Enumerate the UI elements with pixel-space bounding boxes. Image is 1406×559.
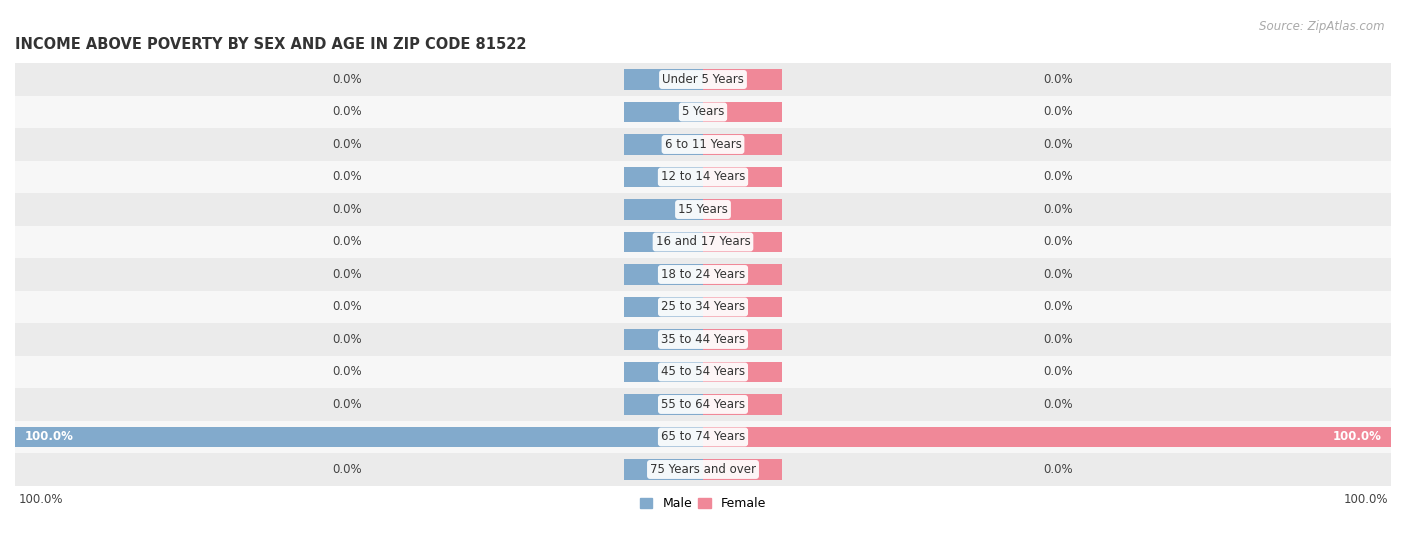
- Bar: [15, 453, 1391, 486]
- Bar: [624, 102, 703, 122]
- Bar: [703, 134, 782, 155]
- Text: 0.0%: 0.0%: [333, 366, 363, 378]
- Bar: [624, 167, 703, 187]
- Text: 55 to 64 Years: 55 to 64 Years: [661, 398, 745, 411]
- Text: 0.0%: 0.0%: [1043, 73, 1073, 86]
- Text: 0.0%: 0.0%: [333, 301, 363, 314]
- Bar: [703, 395, 782, 415]
- Text: 0.0%: 0.0%: [333, 463, 363, 476]
- Bar: [15, 356, 1391, 388]
- Bar: [624, 362, 703, 382]
- Bar: [624, 264, 703, 285]
- Bar: [15, 96, 1391, 128]
- Text: 0.0%: 0.0%: [333, 73, 363, 86]
- Text: 5 Years: 5 Years: [682, 106, 724, 119]
- Text: 0.0%: 0.0%: [1043, 398, 1073, 411]
- Text: 0.0%: 0.0%: [333, 268, 363, 281]
- Text: 0.0%: 0.0%: [333, 235, 363, 249]
- Bar: [703, 297, 782, 317]
- Text: 45 to 54 Years: 45 to 54 Years: [661, 366, 745, 378]
- Bar: [15, 226, 1391, 258]
- Text: 0.0%: 0.0%: [333, 333, 363, 346]
- Text: 0.0%: 0.0%: [1043, 463, 1073, 476]
- Text: 6 to 11 Years: 6 to 11 Years: [665, 138, 741, 151]
- Text: 100.0%: 100.0%: [1343, 493, 1388, 506]
- Text: 0.0%: 0.0%: [1043, 203, 1073, 216]
- Bar: [624, 395, 703, 415]
- Bar: [624, 329, 703, 349]
- Text: 16 and 17 Years: 16 and 17 Years: [655, 235, 751, 249]
- Legend: Male, Female: Male, Female: [636, 492, 770, 515]
- Bar: [15, 258, 1391, 291]
- Text: 35 to 44 Years: 35 to 44 Years: [661, 333, 745, 346]
- Text: 65 to 74 Years: 65 to 74 Years: [661, 430, 745, 443]
- Text: 100.0%: 100.0%: [1333, 430, 1381, 443]
- Bar: [15, 323, 1391, 356]
- Bar: [703, 362, 782, 382]
- Text: 18 to 24 Years: 18 to 24 Years: [661, 268, 745, 281]
- Text: INCOME ABOVE POVERTY BY SEX AND AGE IN ZIP CODE 81522: INCOME ABOVE POVERTY BY SEX AND AGE IN Z…: [15, 37, 526, 53]
- Bar: [624, 134, 703, 155]
- Bar: [15, 128, 1391, 161]
- Bar: [624, 232, 703, 252]
- Text: 0.0%: 0.0%: [333, 398, 363, 411]
- Text: 0.0%: 0.0%: [1043, 106, 1073, 119]
- Text: Source: ZipAtlas.com: Source: ZipAtlas.com: [1260, 20, 1385, 32]
- Text: 0.0%: 0.0%: [1043, 268, 1073, 281]
- Bar: [703, 69, 782, 89]
- Text: 0.0%: 0.0%: [1043, 301, 1073, 314]
- Bar: [15, 161, 1391, 193]
- Text: 0.0%: 0.0%: [1043, 366, 1073, 378]
- Bar: [624, 200, 703, 220]
- Text: 0.0%: 0.0%: [1043, 170, 1073, 183]
- Text: 0.0%: 0.0%: [1043, 235, 1073, 249]
- Bar: [703, 167, 782, 187]
- Bar: [15, 63, 1391, 96]
- Bar: [703, 329, 782, 349]
- Text: 0.0%: 0.0%: [333, 170, 363, 183]
- Bar: [703, 102, 782, 122]
- Text: 0.0%: 0.0%: [1043, 138, 1073, 151]
- Text: 0.0%: 0.0%: [333, 203, 363, 216]
- Bar: [624, 69, 703, 89]
- Text: 15 Years: 15 Years: [678, 203, 728, 216]
- Bar: [703, 427, 1391, 447]
- Text: 25 to 34 Years: 25 to 34 Years: [661, 301, 745, 314]
- Text: 100.0%: 100.0%: [25, 430, 73, 443]
- Text: 100.0%: 100.0%: [18, 493, 63, 506]
- Bar: [15, 421, 1391, 453]
- Bar: [703, 200, 782, 220]
- Text: 75 Years and over: 75 Years and over: [650, 463, 756, 476]
- Text: 0.0%: 0.0%: [1043, 333, 1073, 346]
- Text: 0.0%: 0.0%: [333, 138, 363, 151]
- Bar: [703, 264, 782, 285]
- Bar: [15, 193, 1391, 226]
- Text: 0.0%: 0.0%: [333, 106, 363, 119]
- Text: 12 to 14 Years: 12 to 14 Years: [661, 170, 745, 183]
- Bar: [15, 291, 1391, 323]
- Bar: [15, 427, 703, 447]
- Bar: [703, 459, 782, 480]
- Text: Under 5 Years: Under 5 Years: [662, 73, 744, 86]
- Bar: [624, 297, 703, 317]
- Bar: [703, 232, 782, 252]
- Bar: [15, 388, 1391, 421]
- Bar: [624, 459, 703, 480]
